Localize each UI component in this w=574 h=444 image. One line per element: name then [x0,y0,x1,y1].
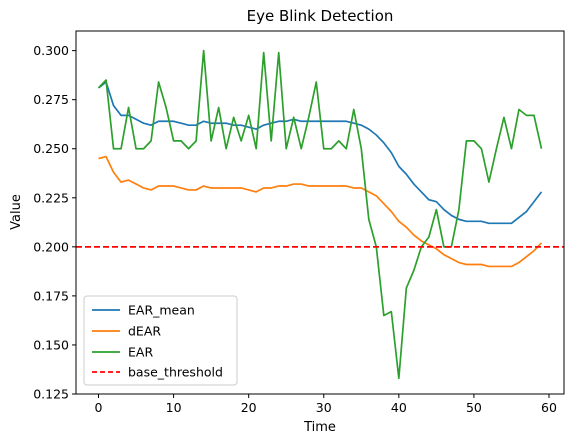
x-axis-label: Time [303,420,336,435]
legend-label-base-threshold: base_threshold [128,365,223,380]
plot-lines [76,49,564,380]
x-tick-label: 20 [241,400,257,415]
y-tick-label: 0.200 [33,239,69,254]
x-tick-label: 0 [95,400,103,415]
legend-label-ear: EAR [128,345,153,360]
x-tick-label: 30 [316,400,332,415]
legend-label-ear-mean: EAR_mean [128,303,195,318]
y-tick-label: 0.250 [33,141,69,156]
series-line-ear [97,49,543,380]
x-tick-label: 40 [391,400,407,415]
legend: EAR_mean dEAR EAR base_threshold [83,295,238,386]
y-tick-label: 0.175 [33,288,69,303]
y-tick-label: 0.125 [33,387,69,402]
series-line-dear [98,155,543,268]
x-axis: 0 10 20 30 40 50 60 [95,394,557,415]
y-tick-label: 0.150 [33,337,69,352]
y-tick-label: 0.225 [33,190,69,205]
y-tick-label: 0.300 [33,43,69,58]
plot-area-frame [75,30,565,395]
y-axis: 0.125 0.150 0.175 0.200 0.225 0.250 0.275 0.300 [33,43,76,402]
x-tick-label: 60 [541,400,557,415]
legend-label-dear: dEAR [128,324,161,339]
chart-title: Eye Blink Detection [247,7,394,25]
y-axis-label: Value [9,194,24,230]
legend-box [83,295,238,386]
x-tick-label: 50 [466,400,482,415]
y-tick-label: 0.275 [33,92,69,107]
x-tick-label: 10 [166,400,182,415]
